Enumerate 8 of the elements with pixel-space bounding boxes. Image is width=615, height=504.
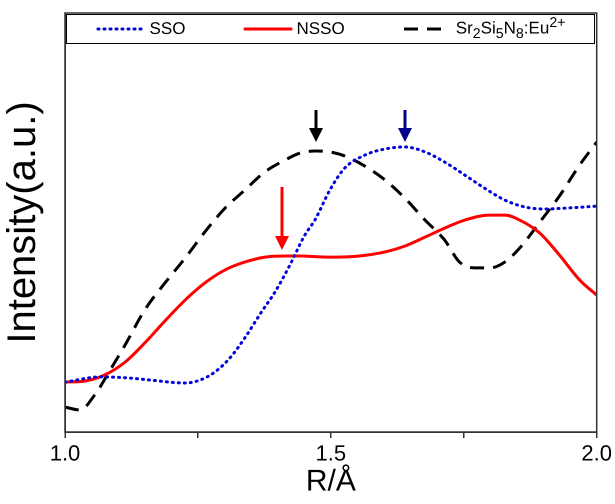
legend-label: Sr$_{2}$Si$_{5}$N$_{8}$:Eu$^{2+}$ xyxy=(456,15,566,43)
legend-label: SSO xyxy=(150,19,186,39)
x-tick-label: 1.5 xyxy=(316,440,346,466)
x-tick-label: 1.0 xyxy=(50,440,80,466)
x-tick-label: 2.0 xyxy=(581,440,612,466)
x-axis-title: R/Å xyxy=(306,463,356,498)
legend-label: NSSO xyxy=(296,19,345,39)
y-axis-title: Intensity(a.u.) xyxy=(0,101,44,344)
